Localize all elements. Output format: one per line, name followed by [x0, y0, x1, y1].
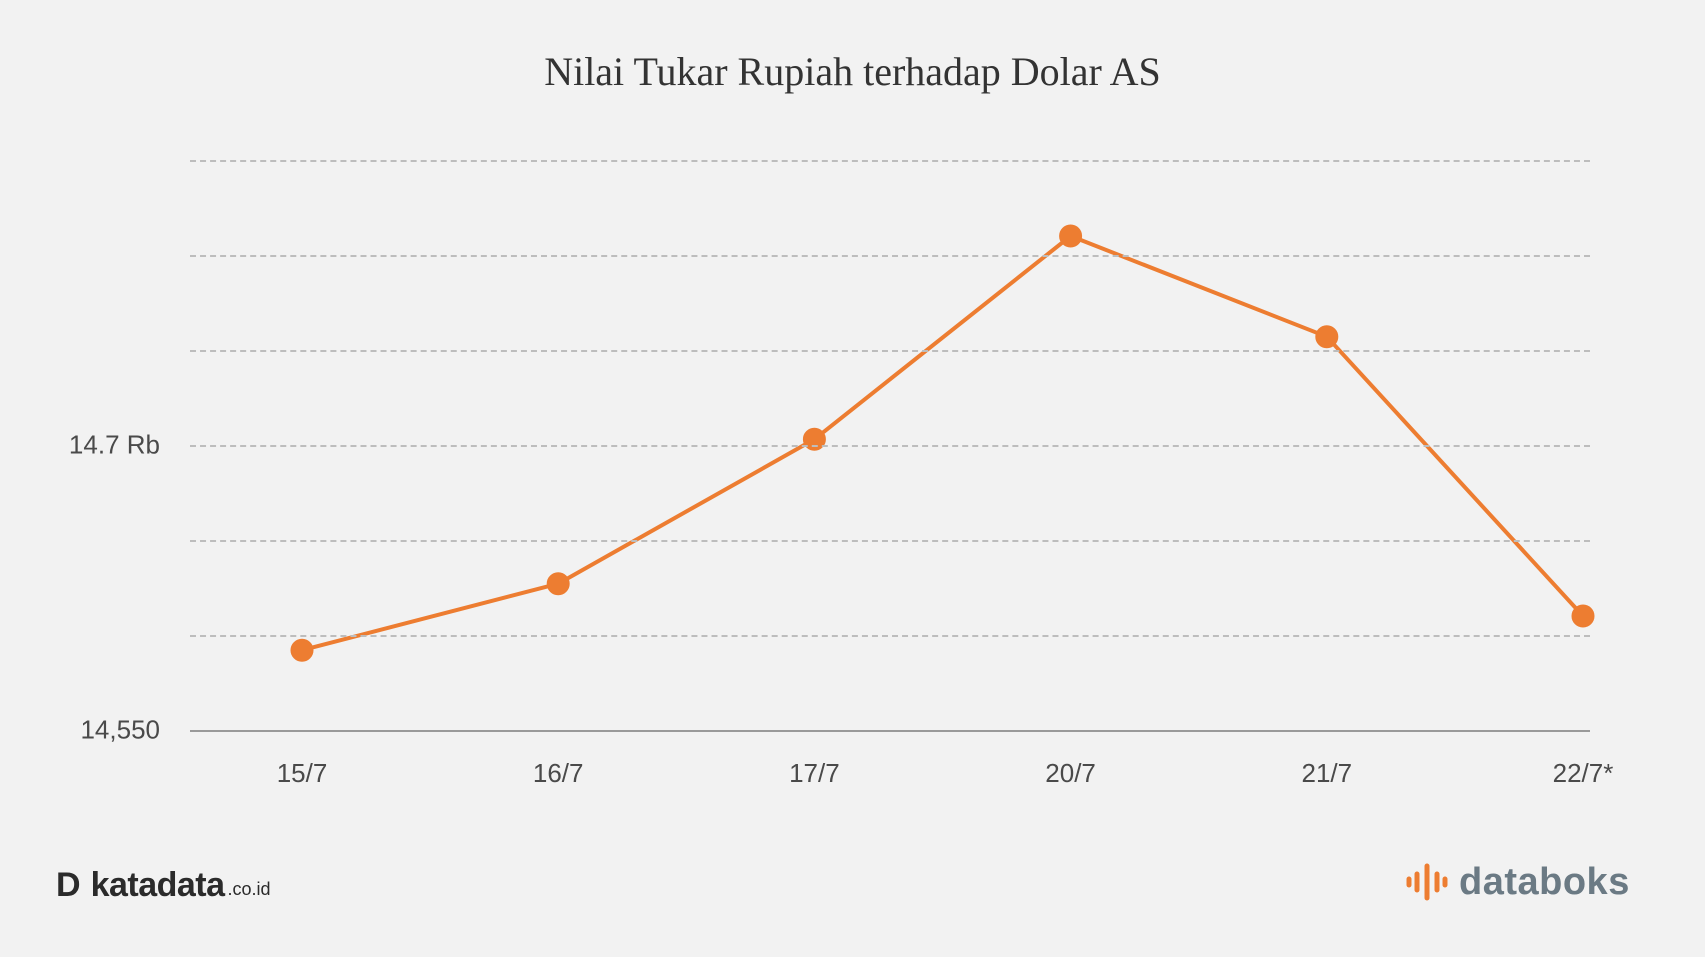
x-tick-label: 20/7: [1045, 758, 1096, 789]
brand-databoks: databoks: [1405, 860, 1630, 904]
x-tick-label: 22/7*: [1553, 758, 1614, 789]
series-marker: [1316, 326, 1338, 348]
series-marker: [547, 573, 569, 595]
series-marker: [291, 639, 313, 661]
chart-title: Nilai Tukar Rupiah terhadap Dolar AS: [0, 48, 1705, 95]
katadata-name: katadata: [91, 866, 225, 905]
series-marker: [803, 428, 825, 450]
x-tick-label: 15/7: [277, 758, 328, 789]
katadata-suffix: .co.id: [228, 879, 271, 905]
y-gridline: [190, 635, 1590, 637]
y-tick-label: 14.7 Rb: [0, 430, 160, 461]
x-tick-label: 21/7: [1301, 758, 1352, 789]
x-tick-label: 16/7: [533, 758, 584, 789]
series-marker: [1060, 225, 1082, 247]
series-marker: [1572, 605, 1594, 627]
y-gridline: [190, 350, 1590, 352]
series-line: [302, 236, 1583, 650]
page-root: Nilai Tukar Rupiah terhadap Dolar AS D k…: [0, 0, 1705, 957]
brand-katadata: D katadata .co.id: [50, 866, 271, 905]
y-gridline: [190, 255, 1590, 257]
databoks-icon: [1405, 860, 1449, 904]
katadata-d-icon: D: [50, 868, 87, 904]
y-gridline: [190, 160, 1590, 162]
plot-area: [190, 160, 1590, 730]
y-tick-label: 14,550: [0, 715, 160, 746]
y-gridline: [190, 540, 1590, 542]
x-axis-baseline: [190, 730, 1590, 732]
y-gridline: [190, 445, 1590, 447]
databoks-name: databoks: [1459, 861, 1630, 904]
x-tick-label: 17/7: [789, 758, 840, 789]
